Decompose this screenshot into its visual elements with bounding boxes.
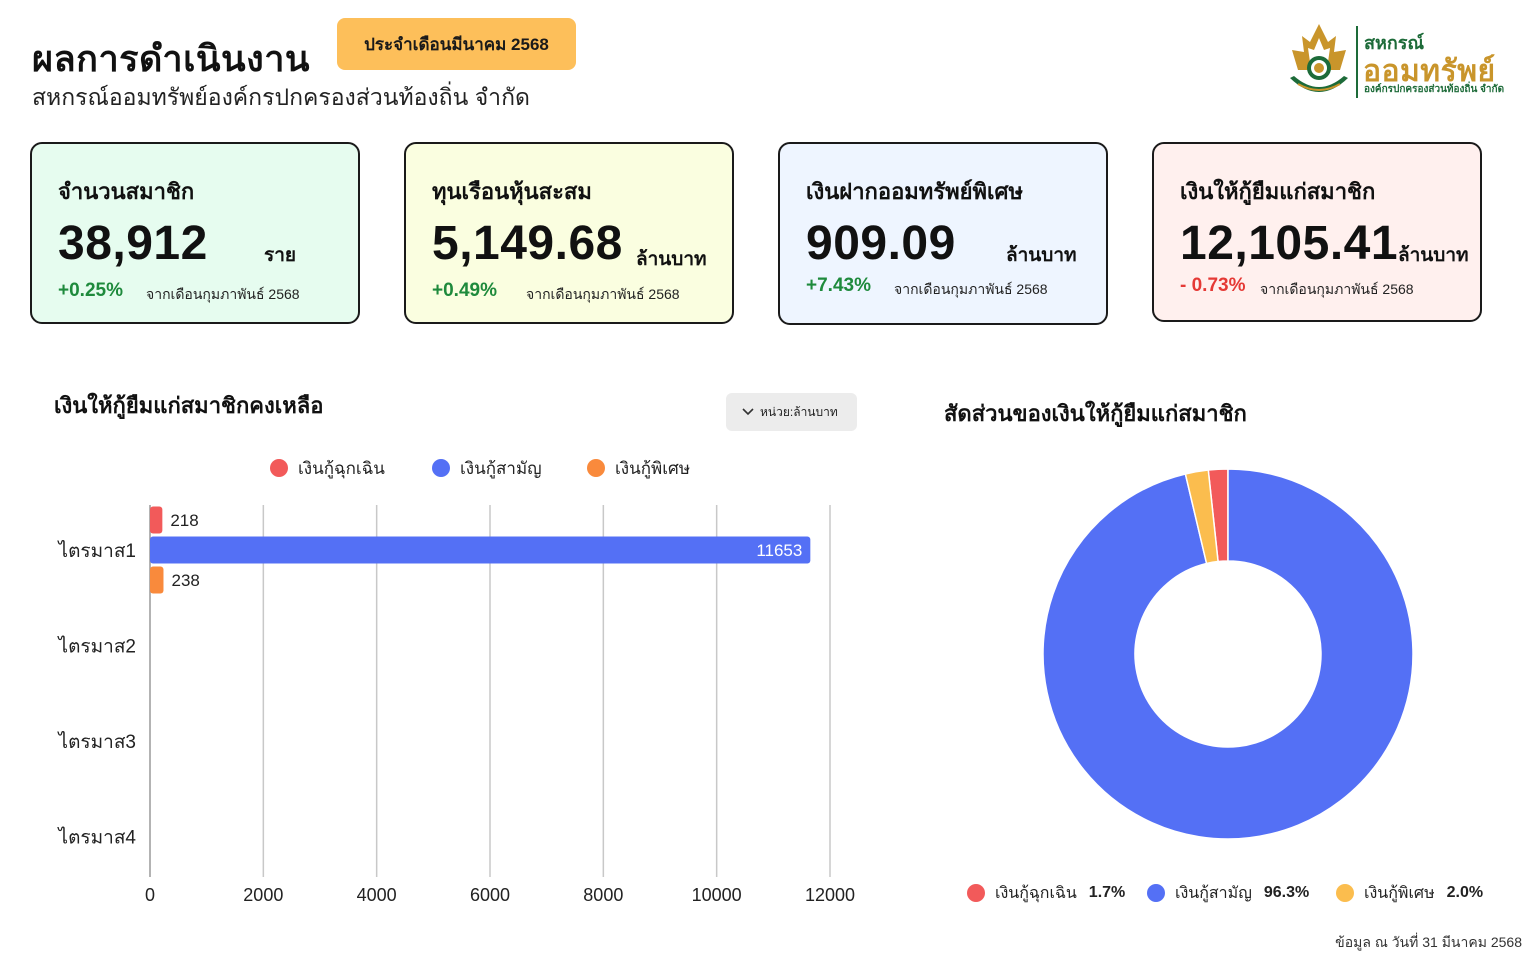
legend-label: เงินกู้พิเศษ <box>615 458 691 478</box>
x-tick-label: 0 <box>145 885 155 905</box>
kpi-change: +0.49% <box>432 280 497 301</box>
kpi-title: เงินให้กู้ยืมแก่สมาชิก <box>1180 179 1376 204</box>
pie-legend-item-special: เงินกู้พิเศษ 2.0% <box>1336 882 1483 904</box>
kpi-card-shares: ทุนเรือนหุ้นสะสม 5,149.68 ล้านบาท +0.49%… <box>404 142 734 324</box>
month-badge: ประจำเดือนมีนาคม 2568 <box>337 18 576 70</box>
kpi-note: จากเดือนกุมภาพันธ์ 2568 <box>1260 281 1414 297</box>
logo-text-line1: สหกรณ์ <box>1364 33 1425 53</box>
legend-item-ordinary: เงินกู้สามัญ <box>432 455 542 481</box>
kpi-title: ทุนเรือนหุ้นสะสม <box>432 179 592 204</box>
kpi-card-savings: เงินฝากออมทรัพย์พิเศษ 909.09 ล้านบาท +7.… <box>778 142 1108 325</box>
pie-legend-item-emergency: เงินกู้ฉุกเฉิน 1.7% <box>967 882 1125 904</box>
x-tick-label: 10000 <box>692 885 742 905</box>
legend-label: เงินกู้สามัญ <box>460 458 542 478</box>
legend-dot <box>1147 884 1165 902</box>
page-title: ผลการดำเนินงาน <box>32 38 311 79</box>
legend-dot <box>270 459 288 477</box>
kpi-title: เงินฝากออมทรัพย์พิเศษ <box>806 179 1023 204</box>
kpi-unit: ล้านบาท <box>636 249 707 270</box>
kpi-change: - 0.73% <box>1180 275 1246 296</box>
donut-slice <box>1184 469 1219 565</box>
cooperative-logo: สหกรณ์ ออมทรัพย์ องค์กรปกครองส่วนท้องถิ่… <box>1284 22 1514 102</box>
logo-text-line3: องค์กรปกครองส่วนท้องถิ่น จำกัด <box>1364 84 1505 95</box>
y-category-label: ไตรมาส4 <box>57 827 137 849</box>
kpi-card-members: จำนวนสมาชิก 38,912 ราย +0.25% จากเดือนกุ… <box>30 142 360 324</box>
unit-dropdown-label: หน่วย:ล้านบาท <box>760 404 838 419</box>
chevron-down-icon <box>742 408 754 416</box>
legend-dot <box>967 884 985 902</box>
logo-text-line2: ออมทรัพย์ <box>1363 55 1496 88</box>
kpi-unit: ล้านบาท <box>1006 245 1077 266</box>
legend-percent: 96.3% <box>1263 884 1310 901</box>
legend-dot <box>1336 884 1354 902</box>
legend-item-emergency: เงินกู้ฉุกเฉิน <box>270 455 385 481</box>
kpi-value: 38,912 <box>58 217 208 270</box>
pie-legend-item-ordinary: เงินกู้สามัญ 96.3% <box>1147 882 1309 904</box>
legend-item-special: เงินกู้พิเศษ <box>587 455 690 481</box>
kpi-note: จากเดือนกุมภาพันธ์ 2568 <box>526 286 680 302</box>
legend-label: เงินกู้ฉุกเฉิน <box>298 458 385 478</box>
legend-dot <box>587 459 605 477</box>
x-tick-label: 12000 <box>805 885 855 905</box>
legend-label: เงินกู้ฉุกเฉิน <box>995 884 1077 902</box>
kpi-note: จากเดือนกุมภาพันธ์ 2568 <box>894 281 1048 297</box>
bar-value-label: 11653 <box>756 541 802 560</box>
bar-chart: 0 2000 4000 6000 8000 10000 12000 ไตรมาส1 218 116… <box>57 505 855 905</box>
kpi-change: +0.25% <box>58 280 123 301</box>
legend-label: เงินกู้สามัญ <box>1175 884 1252 902</box>
data-date-footnote: ข้อมูล ณ วันที่ 31 มีนาคม 2568 <box>1335 934 1522 950</box>
x-tick-label: 4000 <box>357 885 397 905</box>
bar-value-label: 218 <box>170 511 198 530</box>
donut-slice <box>1042 468 1414 840</box>
kpi-card-loans: เงินให้กู้ยืมแก่สมาชิก 12,105.41 ล้านบาท… <box>1152 142 1482 322</box>
legend-percent: 1.7% <box>1088 884 1126 901</box>
kpi-value: 12,105.41 <box>1180 217 1399 270</box>
kpi-value: 909.09 <box>806 217 956 270</box>
kpi-value: 5,149.68 <box>432 217 623 270</box>
kpi-unit: ราย <box>264 245 297 266</box>
unit-dropdown[interactable]: หน่วย:ล้านบาท <box>726 393 857 431</box>
x-tick-label: 6000 <box>470 885 510 905</box>
bar <box>150 566 164 594</box>
x-tick-label: 8000 <box>583 885 623 905</box>
kpi-title: จำนวนสมาชิก <box>58 179 195 204</box>
donut-chart-title: สัดส่วนของเงินให้กู้ยืมแก่สมาชิก <box>944 401 1247 426</box>
donut-chart <box>1042 468 1414 840</box>
bar-chart-title: เงินให้กู้ยืมแก่สมาชิกคงเหลือ <box>54 393 324 418</box>
y-category-label: ไตรมาส1 <box>57 540 136 562</box>
y-category-label: ไตรมาส2 <box>57 636 136 658</box>
kpi-note: จากเดือนกุมภาพันธ์ 2568 <box>146 286 300 302</box>
emblem-icon <box>1290 24 1348 92</box>
bar-value-label: 238 <box>171 571 199 590</box>
legend-dot <box>432 459 450 477</box>
legend-percent: 2.0% <box>1446 884 1484 901</box>
kpi-change: +7.43% <box>806 275 871 296</box>
legend-label: เงินกู้พิเศษ <box>1364 884 1435 902</box>
logo-divider <box>1356 26 1358 98</box>
kpi-unit: ล้านบาท <box>1398 245 1469 266</box>
y-category-label: ไตรมาส3 <box>57 731 136 753</box>
bar <box>150 506 163 534</box>
x-tick-label: 2000 <box>243 885 283 905</box>
page-subtitle: สหกรณ์ออมทรัพย์องค์กรปกครองส่วนท้องถิ่น … <box>32 84 530 110</box>
bar <box>150 536 811 564</box>
